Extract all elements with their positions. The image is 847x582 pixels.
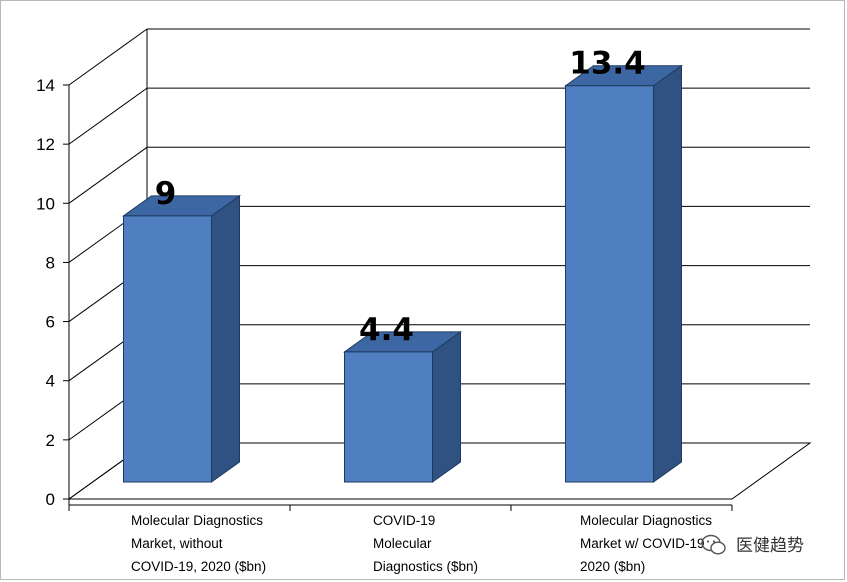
y-tick-label: 8 xyxy=(46,253,55,272)
category-label: COVID-19 xyxy=(373,513,435,528)
category-label: Market, without xyxy=(131,536,223,551)
data-label: 13.4 xyxy=(569,46,646,82)
label-layer: 9 Molecular Diagnostics Market, without COV… xyxy=(131,46,712,574)
watermark-text: 医健趋势 xyxy=(736,536,804,556)
bar-side xyxy=(211,194,240,483)
axis-layer: 0 2 4 6 8 10 12 14 xyxy=(36,76,733,511)
watermark: 医健趋势 xyxy=(701,534,804,556)
category-label: Molecular xyxy=(373,536,432,551)
bar-front xyxy=(344,351,433,483)
y-tick-label: 6 xyxy=(46,313,55,332)
y-tick-label: 2 xyxy=(46,431,55,450)
category-label: Diagnostics ($bn) xyxy=(373,559,478,574)
bar xyxy=(342,330,463,483)
category-label: Molecular Diagnostics xyxy=(131,513,263,528)
y-tick-label: 0 xyxy=(46,490,55,509)
bar-front xyxy=(123,215,212,483)
gridline-side xyxy=(68,28,148,86)
bar-front xyxy=(565,85,654,483)
category-label: Molecular Diagnostics xyxy=(580,513,712,528)
y-tick-label: 10 xyxy=(36,194,55,213)
bar-side xyxy=(653,64,682,483)
category-label: COVID-19, 2020 ($bn) xyxy=(131,559,266,574)
bar-layer xyxy=(121,64,684,483)
data-label: 9 xyxy=(155,176,177,212)
gridline-side xyxy=(68,146,148,204)
data-label: 4.4 xyxy=(359,312,414,348)
y-tick-label: 14 xyxy=(36,76,55,95)
gridline-side xyxy=(68,87,148,145)
y-tick-label: 12 xyxy=(36,135,55,154)
bar xyxy=(121,194,242,483)
category-label: 2020 ($bn) xyxy=(580,559,645,574)
wechat-icon xyxy=(701,534,726,555)
bar xyxy=(563,64,684,483)
category-label: Market w/ COVID-19 xyxy=(580,536,705,551)
bar-side xyxy=(432,330,461,483)
y-tick-label: 4 xyxy=(46,372,55,391)
